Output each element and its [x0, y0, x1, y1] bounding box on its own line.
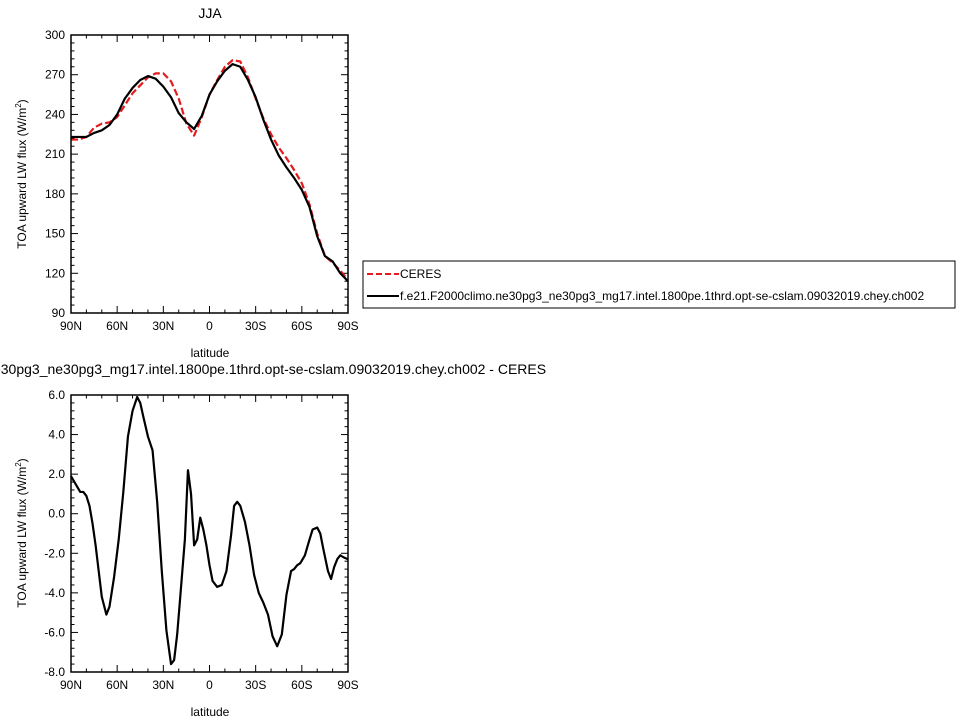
- top-series-line-1: [71, 63, 349, 282]
- bottom-x-tick-label: 60S: [291, 678, 312, 692]
- legend-label-ceres: CERES: [400, 267, 441, 281]
- bottom-series-line-0: [70, 395, 349, 666]
- bottom-y-tick-label: 6.0: [48, 388, 65, 402]
- bottom-x-tick-label: 90N: [60, 678, 82, 692]
- legend: CERES f.e21.F2000climo.ne30pg3_ne30pg3_m…: [362, 260, 956, 309]
- bottom-x-tick-label: 90S: [337, 678, 358, 692]
- bottom-y-tick-label: -2.0: [44, 546, 65, 560]
- bottom-title: f.e21.F2000climo.ne30pg3_ne30pg3_mg17.in…: [0, 361, 546, 377]
- bottom-y-axis-label-sup: 2: [14, 462, 23, 467]
- bottom-y-tick-label: -6.0: [44, 625, 65, 639]
- bottom-y-tick-label: 2.0: [48, 467, 65, 481]
- bottom-x-tick-label: 0: [206, 678, 213, 692]
- top-panel: JJA TOA upward LW flux (W/m2) latitude 9…: [14, 5, 359, 360]
- top-y-axis-label-sup: 2: [14, 103, 23, 108]
- bottom-x-tick-label: 30N: [152, 678, 174, 692]
- bottom-series-layer: [70, 395, 349, 666]
- top-y-axis-label-main: TOA upward LW flux (W/m: [15, 108, 29, 249]
- top-title: JJA: [198, 5, 222, 21]
- top-x-tick-label: 60S: [291, 319, 312, 333]
- bottom-x-tick-label: 60N: [106, 678, 128, 692]
- top-x-tick-label: 60N: [106, 319, 128, 333]
- legend-label-model: f.e21.F2000climo.ne30pg3_ne30pg3_mg17.in…: [400, 289, 924, 303]
- top-y-tick-label: 300: [45, 28, 65, 42]
- legend-box: [362, 260, 956, 309]
- bottom-y-axis-label: TOA upward LW flux (W/m2): [14, 458, 29, 607]
- top-y-axis-label-end: ): [15, 99, 29, 103]
- top-y-tick-label: 270: [45, 68, 65, 82]
- bottom-y-axis-label-end: ): [15, 458, 29, 462]
- top-x-tick-label: 90N: [60, 319, 82, 333]
- top-y-tick-label: 180: [45, 187, 65, 201]
- top-x-tick-label: 90S: [337, 319, 358, 333]
- top-plot-frame: [70, 34, 349, 314]
- top-y-tick-label: 240: [45, 107, 65, 121]
- top-y-tick-label: 120: [45, 266, 65, 280]
- bottom-x-tick-label: 30S: [245, 678, 266, 692]
- bottom-y-tick-label: -4.0: [44, 586, 65, 600]
- bottom-y-tick-label: 4.0: [48, 428, 65, 442]
- top-x-axis-label: latitude: [191, 346, 230, 360]
- bottom-panel: f.e21.F2000climo.ne30pg3_ne30pg3_mg17.in…: [0, 361, 546, 719]
- top-ticks: 90N 60N 30N 0 30S 60S 90S 90 120 150 180 210 240 270 3…: [45, 28, 359, 333]
- top-series-layer: [71, 59, 349, 282]
- bottom-y-axis-label-main: TOA upward LW flux (W/m: [15, 467, 29, 608]
- top-y-axis-label: TOA upward LW flux (W/m2): [14, 99, 29, 248]
- top-x-tick-label: 30N: [152, 319, 174, 333]
- bottom-y-tick-label: -8.0: [44, 665, 65, 679]
- top-x-tick-label: 0: [206, 319, 213, 333]
- top-y-tick-label: 210: [45, 147, 65, 161]
- bottom-plot-frame: [70, 394, 349, 673]
- top-y-tick-label: 150: [45, 227, 65, 241]
- top-x-tick-label: 30S: [245, 319, 266, 333]
- bottom-x-axis-label: latitude: [191, 705, 230, 719]
- top-y-tick-label: 90: [52, 306, 66, 320]
- bottom-ticks: 90N 60N 30N 0 30S 60S 90S -8.0 -6.0 -4.0 -2.0 0.0 2.…: [44, 388, 358, 692]
- bottom-y-tick-label: 0.0: [48, 507, 65, 521]
